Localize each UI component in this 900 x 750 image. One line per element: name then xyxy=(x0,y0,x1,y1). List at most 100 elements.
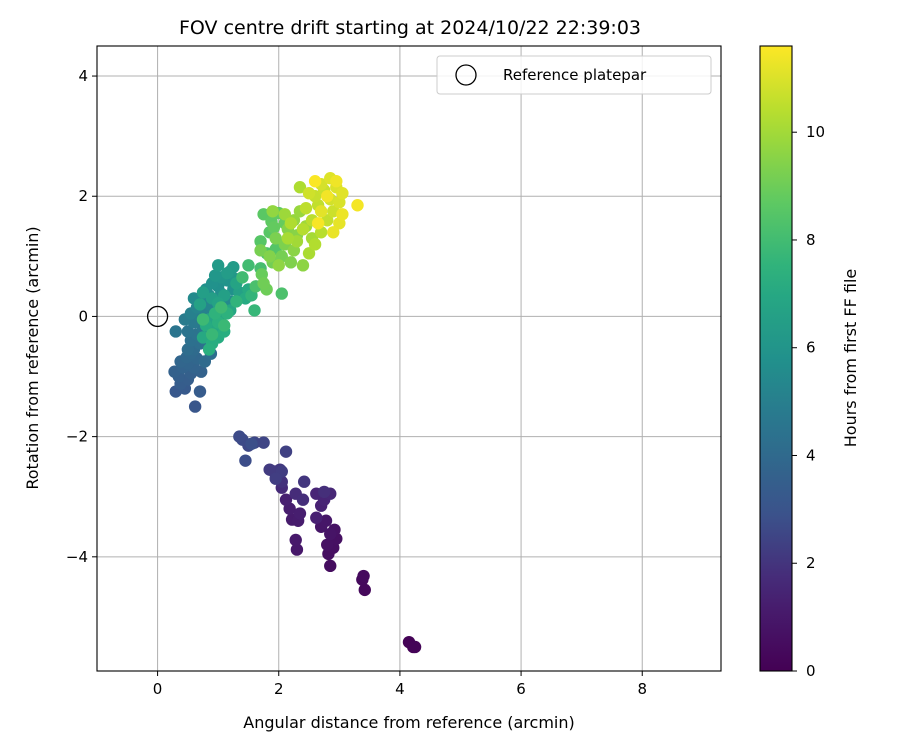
colorbar-frame xyxy=(759,45,793,672)
scatter-point xyxy=(230,295,243,308)
x-axis-label: Angular distance from reference (arcmin) xyxy=(243,713,574,732)
scatter-point xyxy=(281,232,295,245)
scatter-point xyxy=(205,328,219,341)
chart-title: FOV centre drift starting at 2024/10/22 … xyxy=(179,17,641,39)
scatter-point xyxy=(221,266,234,280)
scatter-point xyxy=(196,313,210,326)
scatter-point xyxy=(324,559,337,573)
plot-area: 0 2 4 6 8 −4 −2 0 2 4 xyxy=(66,45,722,698)
y-tick-label: −2 xyxy=(66,428,88,446)
colorbar-tick-label: 10 xyxy=(806,123,825,141)
scatter-point xyxy=(289,533,302,547)
scatter-point xyxy=(284,217,298,230)
scatter-point xyxy=(284,256,298,269)
scatter-point xyxy=(169,325,182,338)
scatter-point xyxy=(245,437,258,451)
scatter-point xyxy=(239,454,252,467)
scatter-point xyxy=(248,304,261,317)
legend-marker-open-circle xyxy=(455,64,477,86)
y-tick-label: 4 xyxy=(78,67,88,85)
scatter-point xyxy=(263,250,276,263)
y-axis-label: Rotation from reference (arcmin) xyxy=(23,226,42,489)
scatter-point xyxy=(208,269,222,282)
scatter-point xyxy=(302,187,316,200)
scatter-point xyxy=(324,527,337,541)
scatter-point xyxy=(218,319,231,332)
scatter-point xyxy=(357,569,370,583)
scatter-point xyxy=(290,543,304,556)
scatter-point xyxy=(275,287,288,300)
scatter-point xyxy=(242,259,255,272)
scatter-point xyxy=(336,187,349,200)
scatter-point xyxy=(308,238,322,251)
scatter-point xyxy=(269,232,282,245)
x-tick-label: 2 xyxy=(274,680,284,698)
scatter-point xyxy=(311,217,325,230)
y-tick-label: 2 xyxy=(78,187,88,205)
scatter-point xyxy=(254,235,267,248)
scatter-point xyxy=(214,301,228,314)
legend-box xyxy=(436,55,712,95)
y-axis-ticks: −4 −2 0 2 4 xyxy=(66,67,97,566)
scatter-point xyxy=(211,259,225,272)
scatter-point xyxy=(310,511,323,524)
scatter-point xyxy=(293,181,307,194)
scatter-point xyxy=(279,493,293,506)
scatter-point xyxy=(193,385,207,398)
colorbar-tick-label: 8 xyxy=(806,231,816,249)
colorbar-gradient xyxy=(760,46,792,671)
legend: Reference platepar xyxy=(436,55,712,95)
scatter-point xyxy=(181,325,195,338)
scatter-point xyxy=(302,247,316,260)
scatter-point xyxy=(193,298,207,311)
scatter-point xyxy=(269,472,282,485)
scatter-point xyxy=(263,463,276,476)
x-tick-label: 4 xyxy=(395,680,405,698)
scatter-point xyxy=(408,640,422,654)
scatter-point xyxy=(296,259,310,272)
colorbar: 0 2 4 6 8 10 xyxy=(759,45,825,680)
scatter-point xyxy=(336,208,349,221)
scatter-point xyxy=(299,202,313,215)
colorbar-tick-label: 4 xyxy=(806,446,816,464)
scatter-point xyxy=(296,493,310,506)
x-tick-label: 6 xyxy=(516,680,526,698)
colorbar-ticks: 0 2 4 6 8 10 xyxy=(792,123,825,680)
scatter-point xyxy=(308,175,322,188)
scatter-point xyxy=(317,485,331,499)
reference-platepar-marker xyxy=(146,305,169,328)
colorbar-tick-label: 6 xyxy=(806,339,816,357)
scatter-point xyxy=(254,244,267,257)
colorbar-label: Hours from first FF file xyxy=(841,269,860,448)
x-tick-label: 0 xyxy=(153,680,163,698)
scatter-point xyxy=(330,175,343,188)
x-tick-label: 8 xyxy=(637,680,647,698)
scatter-point xyxy=(202,343,216,356)
colorbar-tick-label: 0 xyxy=(806,662,816,680)
scatter-point xyxy=(196,286,210,299)
scatter-point xyxy=(293,507,307,520)
scatter-point xyxy=(321,190,334,203)
scatter-point xyxy=(279,445,293,458)
scatter-point xyxy=(272,259,285,272)
colorbar-tick-label: 2 xyxy=(806,554,816,572)
scatter-point xyxy=(257,436,270,449)
scatter-point xyxy=(278,208,292,221)
scatter-point xyxy=(188,400,202,413)
legend-label: Reference platepar xyxy=(503,66,647,84)
scatter-point xyxy=(267,221,281,234)
scatter-point xyxy=(266,205,279,218)
scatter-points xyxy=(168,172,422,654)
scatter-point xyxy=(321,538,334,551)
scatter-point xyxy=(236,271,249,284)
scatter-point xyxy=(233,430,246,443)
scatter-point xyxy=(297,475,311,488)
scatter-point xyxy=(327,226,340,239)
x-axis-ticks: 0 2 4 6 8 xyxy=(153,671,647,698)
scatter-point xyxy=(358,583,371,597)
y-tick-label: 0 xyxy=(78,307,88,325)
scatter-point xyxy=(314,205,328,218)
scatter-point xyxy=(351,199,364,212)
y-tick-label: −4 xyxy=(66,548,88,566)
